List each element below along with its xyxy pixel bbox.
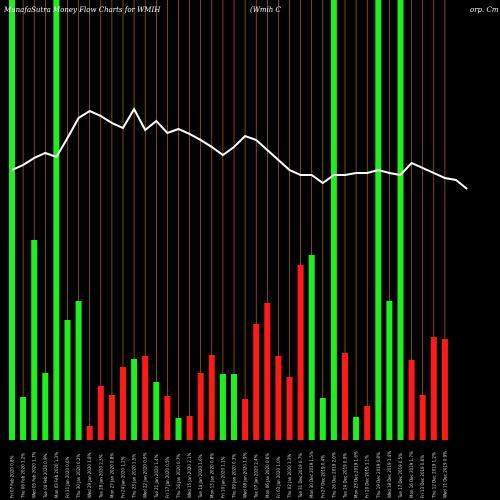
x-tick-label: Thu 12 Dec 2019 1.2%: [431, 452, 436, 499]
x-tick-label: Thu 19 Dec 2019 0.8%: [376, 452, 381, 499]
x-tick-label: Tue 31 Dec 2019 0.7%: [298, 453, 303, 499]
bar: [342, 353, 348, 440]
bar: [242, 399, 249, 440]
x-tick-label: Wed 05 Feb 2020 1.7%: [32, 451, 37, 498]
bar: [31, 240, 38, 440]
x-tick-label: Mon 27 Jan 2020 0.8%: [109, 453, 114, 498]
bar: [419, 395, 426, 440]
bar: [197, 373, 204, 440]
x-tick-label: Fri 07 Feb 2020 0.8%: [10, 455, 15, 498]
bar: [264, 303, 271, 440]
bar: [108, 395, 115, 440]
bar: [231, 374, 237, 440]
x-tick-label: Wed 22 Jan 2020 0.9%: [143, 452, 148, 498]
x-tick-label: Mon 30 Dec 2019 1.5%: [309, 451, 314, 498]
bar: [253, 324, 260, 440]
highlight-bar: [397, 0, 404, 440]
x-tick-label: Thu 23 Jan 2020 1.5%: [132, 454, 137, 499]
bar: [386, 301, 393, 440]
bar: [308, 255, 315, 440]
highlight-bar: [9, 0, 15, 440]
x-tick-label: Tue 04 Feb 2020 0.9%: [43, 453, 48, 499]
bar: [131, 359, 138, 440]
bar: [208, 355, 215, 440]
x-tick-label: Tue 24 Dec 2019 0.9%: [343, 453, 348, 499]
x-tick-label: Thu 02 Jan 2020 1.3%: [287, 454, 292, 499]
bar: [42, 373, 49, 440]
bar: [353, 417, 360, 440]
x-tick-labels: Fri 07 Feb 2020 0.8% Thu 06 Feb 2020 1.2%…: [10, 451, 448, 499]
x-tick-label: Tue 17 Dec 2019 0.5%: [398, 453, 403, 499]
x-tick-label: Tue 28 Jan 2020 2.3%: [98, 454, 103, 499]
bar: [297, 265, 304, 440]
x-tick-label: Fri 20 Dec 2019 1.1%: [365, 455, 370, 498]
x-tick-label: Tue 07 Jan 2020 2.4%: [254, 454, 259, 499]
bar: [286, 377, 293, 440]
x-tick-label: Mon 16 Dec 2019 1.7%: [409, 451, 414, 498]
x-tick-label: Thu 26 Dec 2019 2.0%: [331, 452, 336, 499]
title-part-1: MunafaSutra Money Flow Charts for WMIH: [3, 6, 161, 14]
bar: [75, 301, 82, 440]
title-part-2: (Wmih C: [250, 6, 282, 14]
bar: [408, 360, 415, 440]
x-tick-label: Fri 31 Jan 2020 0.6%: [65, 456, 70, 498]
x-tick-label: Wed 15 Jan 2020 2.1%: [187, 452, 192, 498]
bars-group: [9, 0, 448, 440]
x-tick-label: Wed 08 Jan 2020 1.9%: [243, 452, 248, 498]
x-tick-label: Wed 11 Dec 2019 0.9%: [442, 451, 447, 498]
x-tick-label: Fri 13 Dec 2019 0.6%: [420, 455, 425, 498]
bar: [86, 426, 93, 440]
bar: [97, 386, 104, 440]
x-tick-label: Fri 27 Dec 2019 0.4%: [320, 455, 325, 498]
x-tick-label: Wed 18 Dec 2019 1.4%: [387, 451, 392, 498]
x-tick-label: Mon 13 Jan 2020 0.8%: [209, 453, 214, 498]
x-tick-label: Fri 10 Jan 2020 1.1%: [220, 456, 225, 498]
price-line: [11, 106, 468, 190]
bar: [441, 339, 448, 440]
x-tick-label: Fri 24 Jan 2020 1.2%: [121, 456, 126, 498]
highlight-bar: [330, 0, 337, 440]
x-tick-label: Thu 30 Jan 2020 0.2%: [76, 454, 81, 499]
highlight-bar: [375, 0, 382, 440]
bar: [364, 406, 371, 440]
bar: [164, 396, 171, 440]
x-tick-label: Fri 03 Jan 2020 1.0%: [276, 456, 281, 498]
bar: [64, 320, 71, 440]
title-part-3: orp. Cm: [470, 6, 499, 14]
x-tick-label: Thu 06 Feb 2020 1.2%: [21, 453, 26, 499]
bar: [175, 418, 182, 440]
x-tick-label: Tue 14 Jan 2020 1.6%: [198, 454, 203, 499]
x-tick-label: Fri 17 Jan 2020 0.5%: [165, 456, 170, 498]
bar: [142, 356, 149, 440]
highlight-bar: [53, 0, 60, 440]
price-line-group: [11, 106, 468, 190]
x-tick-label: Mon 23 Dec 2019 1.6%: [354, 451, 359, 498]
x-tick-label: Mon 03 Feb 2020 1.3%: [54, 452, 59, 498]
x-tick-label: Mon 06 Jan 2020 0.6%: [265, 453, 270, 498]
bar: [430, 337, 437, 440]
bar: [120, 367, 126, 440]
chart-title: MunafaSutra Money Flow Charts for WMIH (…: [3, 6, 499, 14]
x-tick-label: Wed 29 Jan 2020 1.8%: [87, 452, 92, 498]
bar: [275, 356, 282, 440]
bar: [219, 374, 226, 440]
bar: [153, 382, 160, 440]
bar: [319, 398, 326, 440]
x-tick-label: Thu 16 Jan 2020 0.7%: [176, 454, 181, 499]
bar: [186, 416, 193, 440]
bar: [20, 397, 27, 440]
x-tick-label: Thu 09 Jan 2020 0.3%: [232, 454, 237, 499]
x-tick-label: Tue 21 Jan 2020 1.4%: [154, 454, 159, 499]
